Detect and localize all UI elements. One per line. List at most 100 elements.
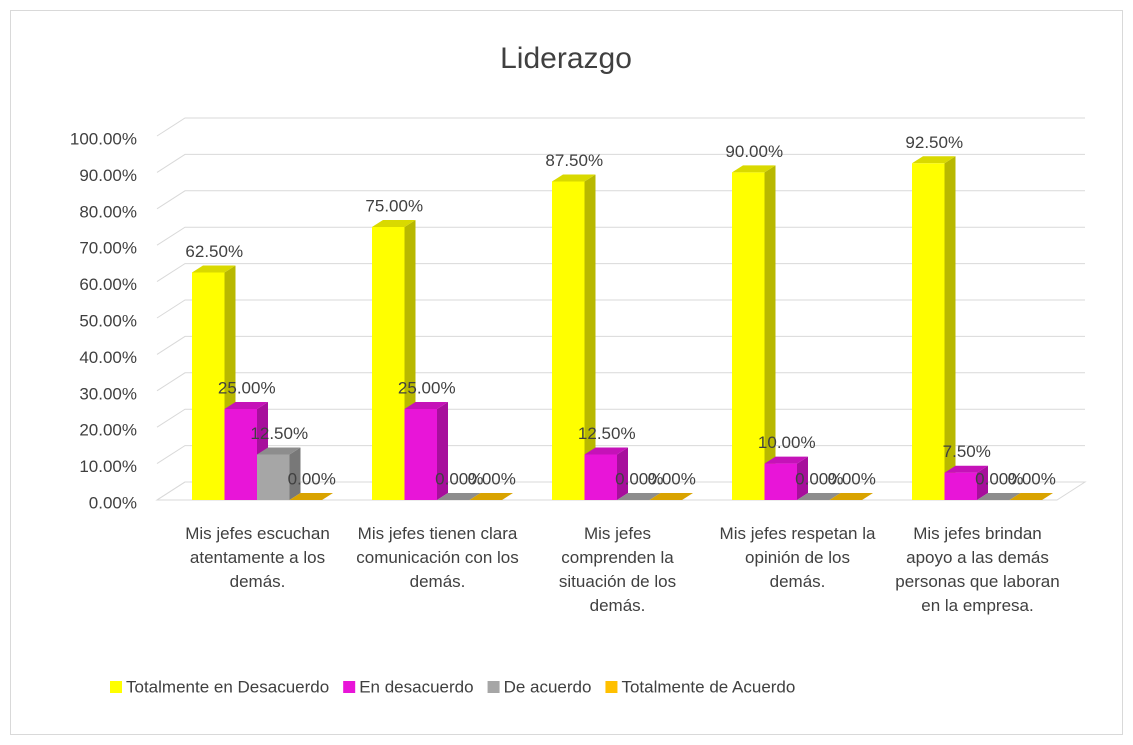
bar xyxy=(404,402,448,500)
bar xyxy=(372,220,416,500)
grid-line xyxy=(156,153,1085,173)
bar-top xyxy=(224,402,268,409)
grid-line xyxy=(156,408,1085,428)
bar-top xyxy=(469,493,513,500)
legend-label: Totalmente en Desacuerdo xyxy=(126,677,329,696)
bar xyxy=(977,493,1021,500)
bar xyxy=(257,447,301,500)
bar xyxy=(797,493,841,500)
bar xyxy=(289,493,333,500)
bar-side xyxy=(977,465,988,500)
bar-top xyxy=(584,447,628,455)
y-tick-label: 90.00% xyxy=(79,166,137,185)
legend-label: Totalmente de Acuerdo xyxy=(621,677,795,696)
bar xyxy=(1009,493,1053,500)
data-label: 12.50% xyxy=(578,424,636,443)
bar xyxy=(617,493,661,500)
data-label: 0.00% xyxy=(648,469,696,488)
data-label: 7.50% xyxy=(943,442,991,461)
bar-top xyxy=(912,156,956,164)
bar-front xyxy=(404,409,437,500)
legend-label: De acuerdo xyxy=(504,677,592,696)
bar-side xyxy=(617,447,628,500)
data-label: 25.00% xyxy=(218,378,276,397)
grid-line xyxy=(156,445,1085,465)
bar-top xyxy=(649,493,693,500)
bar xyxy=(764,456,808,500)
y-tick-label: 70.00% xyxy=(79,239,137,258)
bar-top xyxy=(944,465,988,473)
bar-front xyxy=(224,409,257,500)
y-tick-label: 100.00% xyxy=(70,129,137,148)
grid-line xyxy=(156,335,1085,355)
bar-top xyxy=(257,447,301,455)
data-label: 0.00% xyxy=(468,469,516,488)
legend-swatch xyxy=(110,681,122,693)
bar-top xyxy=(404,402,448,409)
bar-side xyxy=(289,447,301,500)
data-label: 12.50% xyxy=(250,424,308,443)
y-tick-label: 10.00% xyxy=(79,457,137,476)
bar-top xyxy=(977,493,1021,500)
legend-swatch xyxy=(487,681,500,693)
bar xyxy=(584,447,628,500)
data-label: 10.00% xyxy=(758,433,816,452)
bar-side xyxy=(437,402,448,500)
grid-line xyxy=(156,372,1085,392)
bar-side xyxy=(797,456,808,500)
bar-side xyxy=(764,165,776,500)
y-tick-label: 80.00% xyxy=(79,202,137,221)
x-tick-label: Mis jefes comprenden la situación de los… xyxy=(558,524,677,615)
chart-title: Liderazgo xyxy=(500,42,632,75)
x-tick-label: Mis jefes respetan la opinión de los dem… xyxy=(719,524,876,591)
bar-front xyxy=(912,163,945,501)
grid-line xyxy=(156,190,1085,210)
data-label: 0.00% xyxy=(1008,469,1056,488)
bar-top xyxy=(764,456,808,464)
bar xyxy=(912,156,956,501)
data-label: 90.00% xyxy=(725,142,783,161)
y-tick-label: 0.00% xyxy=(89,493,137,512)
y-tick-label: 30.00% xyxy=(79,384,137,403)
x-tick-label: Mis jefes tienen clara comunicación con … xyxy=(356,524,519,591)
bar-front xyxy=(552,181,585,500)
bar-top xyxy=(437,493,481,500)
bar-side xyxy=(584,174,596,500)
bar xyxy=(552,174,596,500)
bar xyxy=(829,493,873,500)
bar-top xyxy=(732,165,776,173)
bar-front xyxy=(944,472,977,500)
bar-front xyxy=(764,463,797,500)
x-tick-label: Mis jefes brindan apoyo a las demás pers… xyxy=(895,524,1060,615)
bar-front xyxy=(192,272,225,500)
data-label: 92.50% xyxy=(905,133,963,152)
data-label: 0.00% xyxy=(975,469,1023,488)
data-label: 0.00% xyxy=(288,469,336,488)
bar-top xyxy=(289,493,333,500)
y-tick-label: 20.00% xyxy=(79,421,137,440)
grid-line xyxy=(156,226,1085,246)
bar xyxy=(649,493,693,500)
bar-top xyxy=(192,265,236,273)
y-tick-label: 50.00% xyxy=(79,311,137,330)
bar-top xyxy=(829,493,873,500)
data-label: 0.00% xyxy=(615,469,663,488)
data-label: 0.00% xyxy=(828,469,876,488)
bar xyxy=(732,165,776,500)
bar-top xyxy=(797,493,841,500)
y-tick-label: 60.00% xyxy=(79,275,137,294)
bar-side xyxy=(944,156,956,501)
bar-top xyxy=(552,174,596,182)
data-label: 0.00% xyxy=(795,469,843,488)
bar-front xyxy=(584,454,617,500)
bar-front xyxy=(732,172,765,500)
legend-label: En desacuerdo xyxy=(359,677,473,696)
grid-line xyxy=(156,299,1085,319)
bar-top xyxy=(617,493,661,500)
grid-line xyxy=(156,263,1085,283)
legend-swatch xyxy=(605,681,618,693)
y-tick-label: 40.00% xyxy=(79,348,137,367)
grid-line xyxy=(156,117,1085,137)
